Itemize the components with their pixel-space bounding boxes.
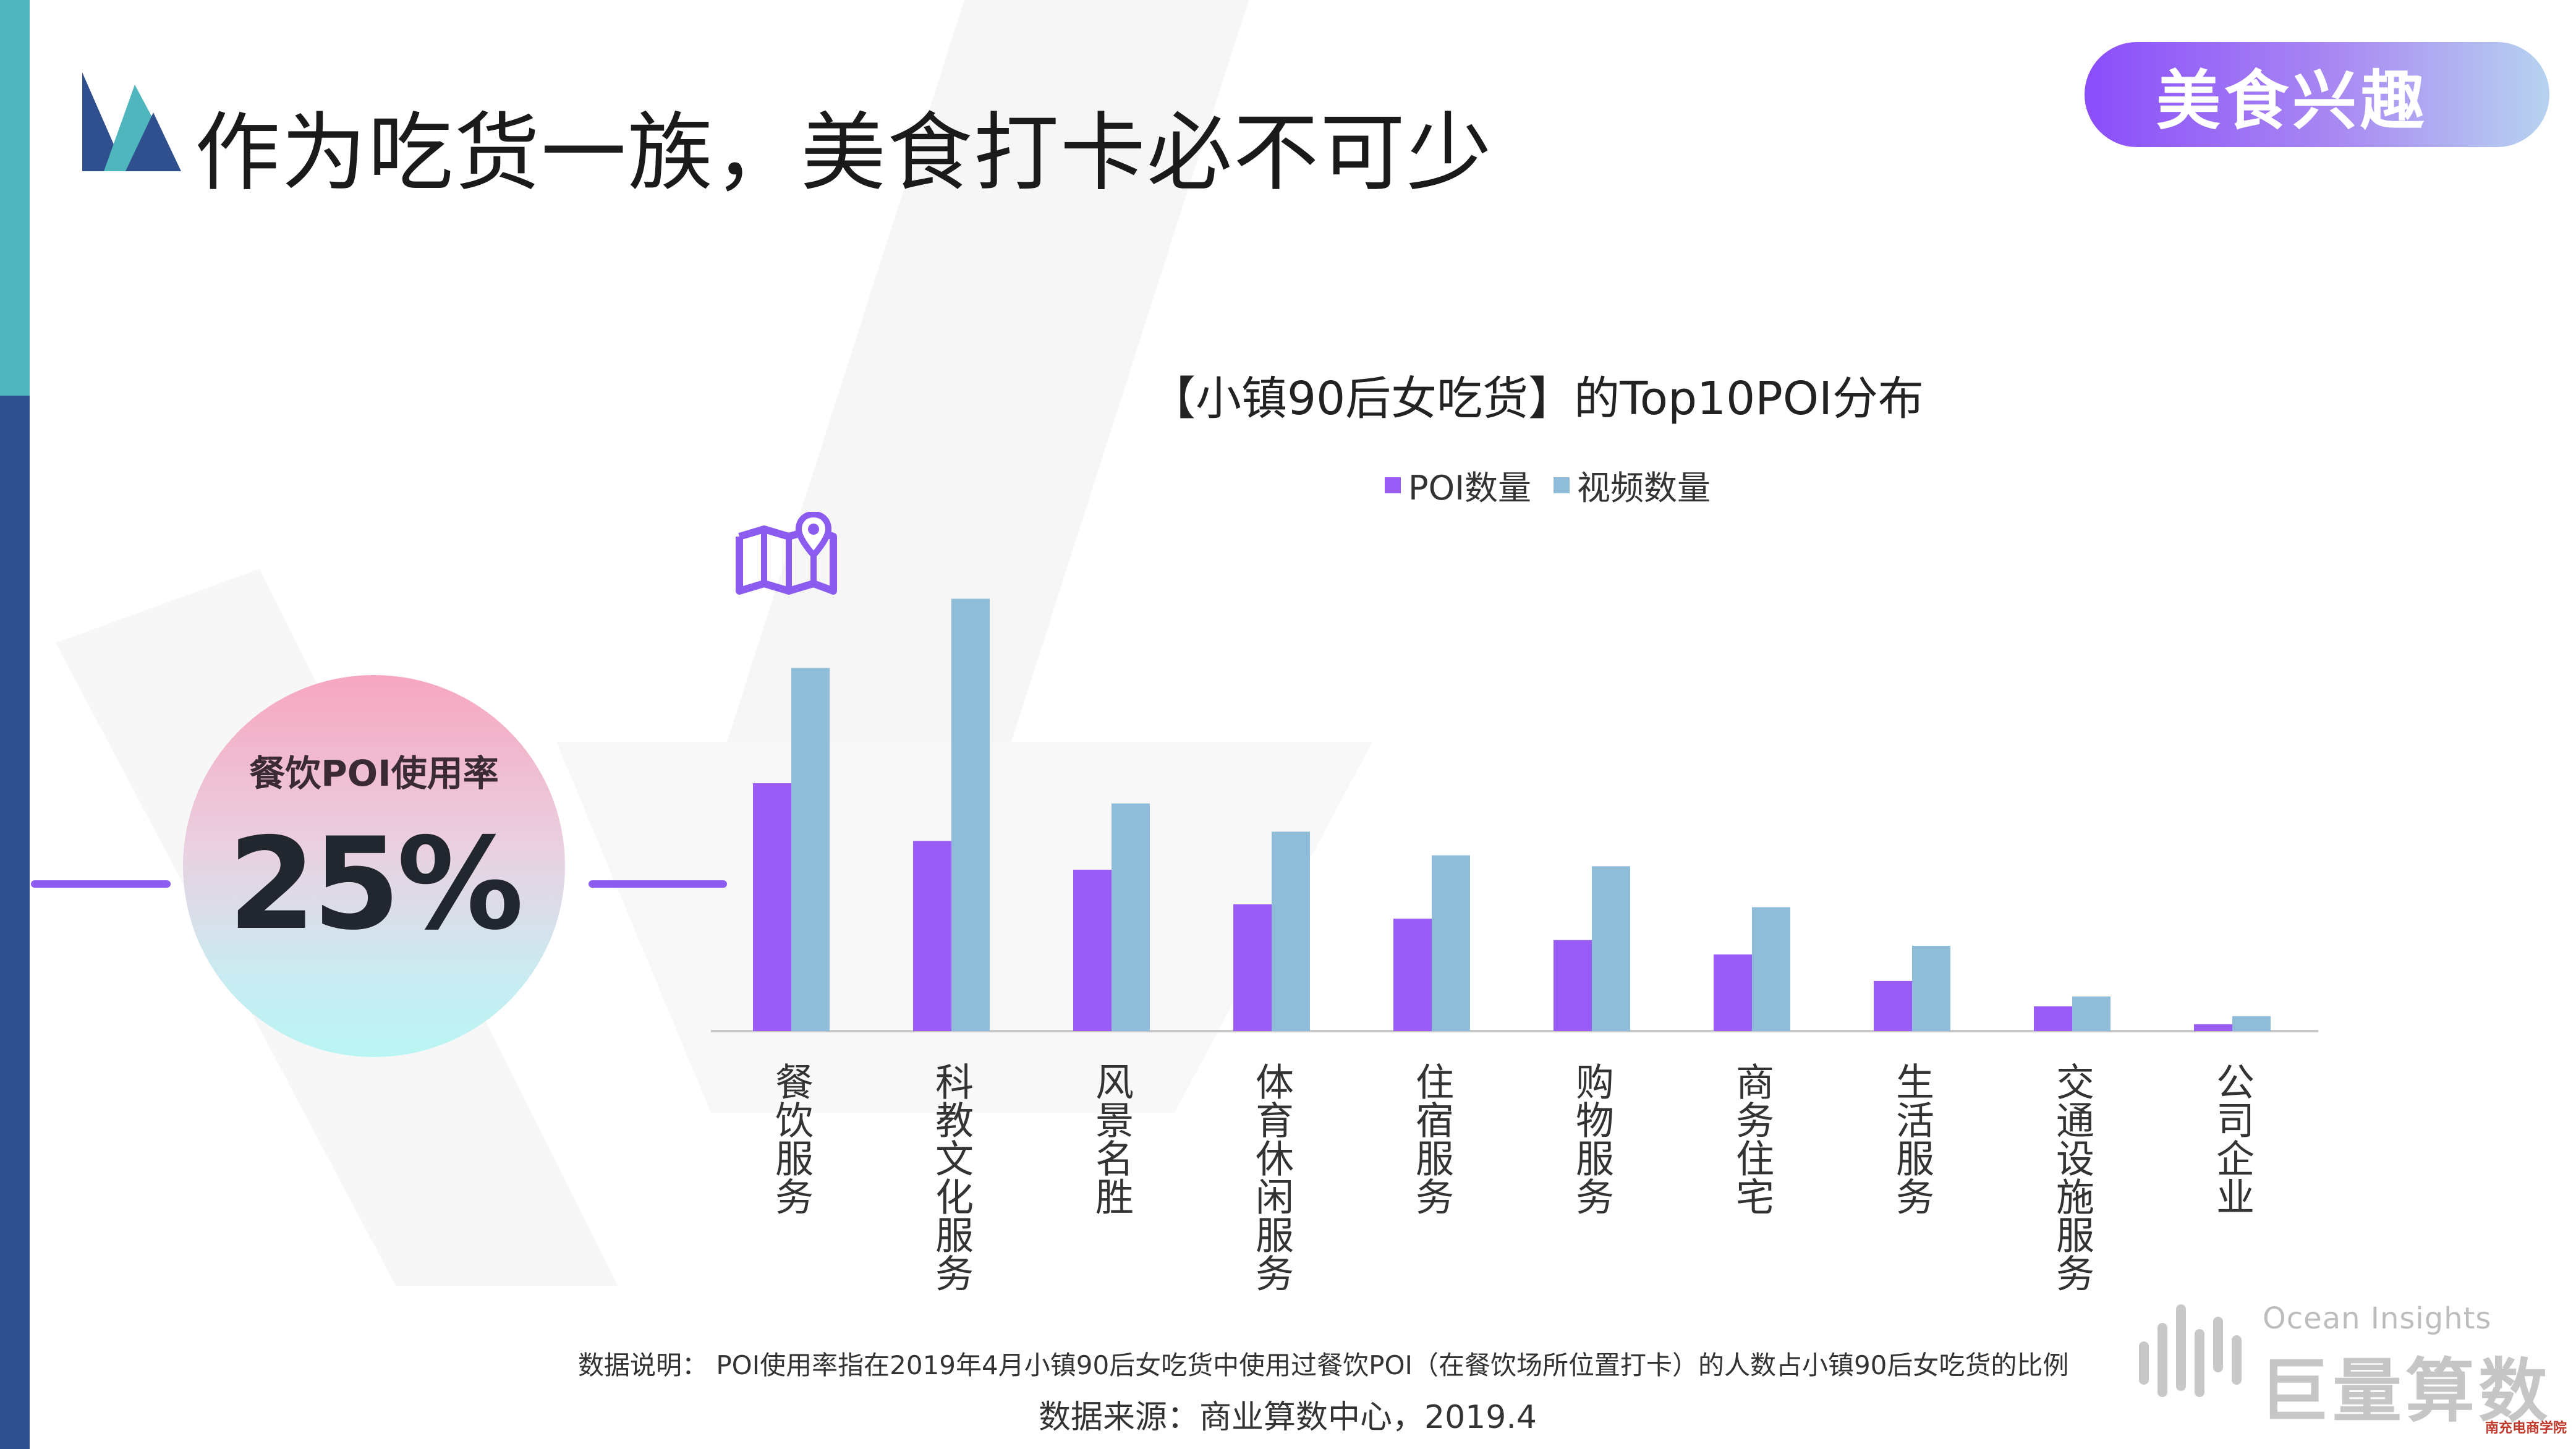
bar-video-2 — [1112, 803, 1150, 1031]
page-title: 作为吃货一族，美食打卡必不可少 — [195, 103, 1494, 203]
legend-swatch-video — [1554, 477, 1570, 493]
bar-video-5 — [1592, 866, 1630, 1031]
legend-label-video: 视频数量 — [1577, 469, 1711, 508]
bar-video-3 — [1272, 831, 1310, 1031]
connector-line-left — [31, 880, 171, 888]
legend-label-poi: POI数量 — [1408, 469, 1531, 508]
bar-video-0 — [791, 668, 830, 1031]
watermark-stamp: 南充电商学院 — [2485, 1421, 2567, 1436]
bar-poi-8 — [2034, 1006, 2072, 1031]
legend-swatch-poi — [1385, 477, 1401, 493]
chart-legend: POI数量 视频数量 — [1385, 461, 1733, 509]
bar-video-8 — [2072, 996, 2111, 1031]
connector-line-right — [589, 880, 727, 888]
bar-poi-9 — [2194, 1024, 2232, 1031]
bar-poi-7 — [1874, 980, 1912, 1031]
chart-svg — [711, 598, 2318, 1032]
data-note: 数据说明： POI使用率指在2019年4月小镇90后女吃货中使用过餐饮POI（在… — [578, 1350, 2069, 1380]
sound-bars-icon — [2139, 1304, 2242, 1397]
brand-english: Ocean Insights — [2263, 1301, 2492, 1336]
category-label-6: 商务住宅 — [1729, 1062, 1774, 1215]
map-pin-icon — [736, 512, 837, 595]
category-label-4: 住宿服务 — [1409, 1062, 1454, 1215]
bar-video-6 — [1752, 907, 1790, 1031]
category-label-0: 餐饮服务 — [768, 1062, 814, 1215]
stat-value: 25% — [227, 811, 524, 958]
legend-item-poi: POI数量 — [1385, 461, 1531, 509]
bar-video-9 — [2232, 1016, 2271, 1031]
category-label-8: 交通设施服务 — [2049, 1062, 2094, 1292]
topic-badge-label: 美食兴趣 — [2156, 62, 2428, 138]
legend-item-video: 视频数量 — [1554, 461, 1711, 509]
left-accent-bar-bottom — [0, 396, 30, 1449]
bar-poi-5 — [1554, 940, 1592, 1031]
category-label-7: 生活服务 — [1889, 1062, 1934, 1215]
bar-poi-4 — [1393, 919, 1432, 1031]
brand-chinese: 巨量算数 — [2259, 1351, 2551, 1432]
bar-video-1 — [951, 598, 990, 1031]
topic-badge: 美食兴趣 — [2085, 42, 2549, 147]
category-label-2: 风景名胜 — [1089, 1062, 1134, 1215]
category-label-5: 购物服务 — [1569, 1062, 1614, 1215]
stat-circle: 餐饮POI使用率 25% — [183, 675, 565, 1057]
book-logo-icon — [82, 72, 181, 171]
chart-title: 【小镇90后女吃货】的Top10POI分布 — [1150, 372, 1924, 425]
category-label-9: 公司企业 — [2209, 1062, 2255, 1215]
stat-label: 餐饮POI使用率 — [249, 752, 499, 794]
left-accent-bar-top — [0, 0, 30, 396]
bar-poi-0 — [753, 783, 791, 1031]
bar-video-7 — [1912, 945, 1950, 1031]
bar-poi-3 — [1233, 904, 1272, 1031]
bar-poi-6 — [1714, 954, 1752, 1031]
bar-video-4 — [1432, 855, 1470, 1031]
chart-area: 餐饮服务 科教文化服务 风景名胜 体育休闲服务 住宿服务 购物服务 商务住宅 生活服务 交通设施… — [699, 507, 2331, 1311]
category-label-3: 体育休闲服务 — [1249, 1062, 1294, 1292]
bar-poi-1 — [913, 841, 951, 1031]
data-source: 数据来源：商业算数中心，2019.4 — [1039, 1399, 1537, 1436]
category-label-1: 科教文化服务 — [929, 1062, 974, 1292]
bar-poi-2 — [1073, 869, 1112, 1031]
